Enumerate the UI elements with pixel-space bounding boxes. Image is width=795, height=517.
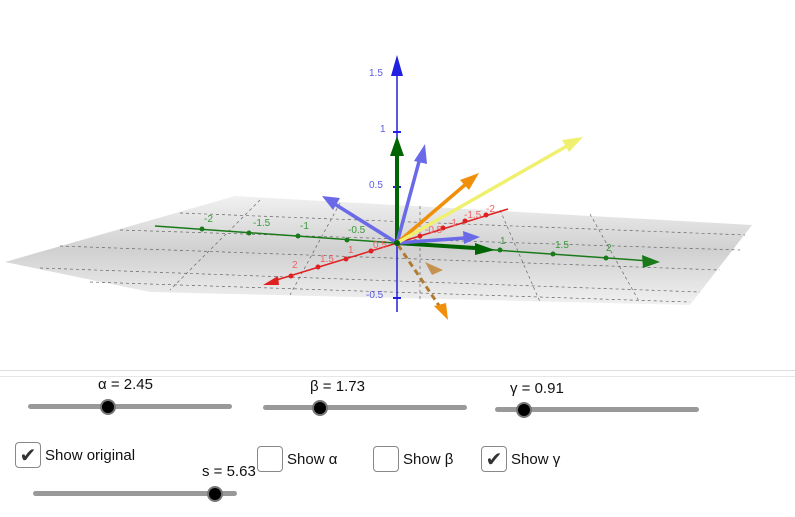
show-gamma-checkbox[interactable]: ✔ Show γ: [481, 446, 560, 472]
z-tick-label: 1.5: [369, 68, 383, 79]
checkbox-box[interactable]: [257, 446, 283, 472]
slider-knob[interactable]: [515, 402, 532, 418]
z-axis-arrow-icon: [391, 55, 403, 76]
orange-arrowhead-icon: [434, 303, 448, 320]
x-axis-arrow-icon: [263, 276, 279, 285]
gamma-slider[interactable]: [495, 400, 699, 420]
panel-divider: [0, 370, 795, 377]
checkmark-icon: ✔: [19, 444, 37, 467]
orange-dashed-head-icon: [425, 262, 443, 275]
y-tick-label: -0.5: [348, 225, 366, 236]
3d-graphics-view[interactable]: -2 -1.5 -1 -0.5 1 1.5 2 2 1.5 1 0.5 -0.5…: [0, 0, 795, 370]
checkbox-box[interactable]: [373, 446, 399, 472]
vectors: [322, 136, 583, 320]
show-alpha-checkbox[interactable]: Show α: [257, 446, 337, 472]
yellow-arrowhead-icon: [562, 137, 583, 152]
slider-knob[interactable]: [312, 400, 329, 416]
y-axis-ticks: [199, 226, 609, 261]
blue-arrowhead-icon: [463, 231, 480, 244]
z-tick-label: 1: [380, 124, 386, 135]
blue-vector-3: [396, 236, 466, 245]
alpha-slider-label: α = 2.45: [98, 376, 153, 393]
dashed-orange-vector: [396, 244, 444, 311]
checkbox-label: Show β: [403, 450, 454, 468]
origin-point: [394, 240, 400, 246]
y-tick-label: -1.5: [253, 218, 271, 229]
x-axis: [269, 208, 509, 283]
x-tick-label: 2: [292, 260, 298, 271]
y-tick-label: 1.5: [555, 240, 569, 251]
plane-grid: [39, 199, 746, 304]
z-tick-label: -0.5: [366, 290, 384, 301]
checkbox-box[interactable]: ✔: [15, 442, 41, 468]
green-arrowhead-icon: [475, 243, 495, 255]
beta-slider[interactable]: [263, 398, 467, 418]
y-tick-label: 1: [500, 236, 506, 247]
x-tick-label: 1.5: [320, 254, 334, 265]
x-tick-label: -1: [448, 218, 457, 229]
slider-knob[interactable]: [206, 486, 223, 502]
yellow-vector: [396, 144, 568, 245]
s-slider-label: s = 5.63: [202, 463, 256, 480]
show-original-checkbox[interactable]: ✔ Show original: [15, 442, 135, 468]
blue-arrowhead-icon: [414, 144, 427, 164]
y-tick-label: -2: [204, 214, 213, 225]
green-vector-2: [396, 241, 476, 250]
x-tick-label: 1: [348, 245, 354, 256]
x-tick-label: -0.5: [425, 225, 443, 236]
show-beta-checkbox[interactable]: Show β: [373, 446, 453, 472]
green-arrowhead-icon: [390, 136, 404, 156]
x-tick-label: -2: [486, 204, 495, 215]
s-slider[interactable]: [33, 484, 237, 504]
orange-vector: [395, 182, 468, 245]
alpha-slider[interactable]: [28, 397, 232, 417]
checkbox-box[interactable]: ✔: [481, 446, 507, 472]
y-tick-label: -1: [300, 221, 309, 232]
x-tick-label: 0.5: [373, 240, 387, 251]
blue-arrowhead-icon: [322, 196, 340, 210]
gamma-slider-label: γ = 0.91: [510, 380, 564, 397]
slider-knob[interactable]: [99, 399, 116, 415]
xy-plane: [5, 196, 752, 305]
blue-vector-2: [332, 201, 398, 245]
checkbox-label: Show original: [45, 446, 136, 464]
y-axis-arrow-icon: [642, 255, 660, 268]
beta-slider-label: β = 1.73: [310, 378, 365, 395]
blue-vector-1: [395, 157, 422, 244]
orange-arrowhead-icon: [460, 173, 479, 190]
checkbox-label: Show α: [287, 450, 338, 468]
checkbox-label: Show γ: [511, 450, 561, 468]
y-tick-label: 2: [606, 243, 612, 254]
checkmark-icon: ✔: [485, 448, 503, 471]
z-tick-label: 0.5: [369, 180, 383, 191]
x-axis-ticks: [288, 212, 489, 279]
x-tick-label: -1.5: [464, 210, 482, 221]
